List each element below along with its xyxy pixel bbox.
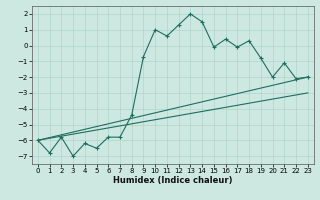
- X-axis label: Humidex (Indice chaleur): Humidex (Indice chaleur): [113, 176, 233, 185]
